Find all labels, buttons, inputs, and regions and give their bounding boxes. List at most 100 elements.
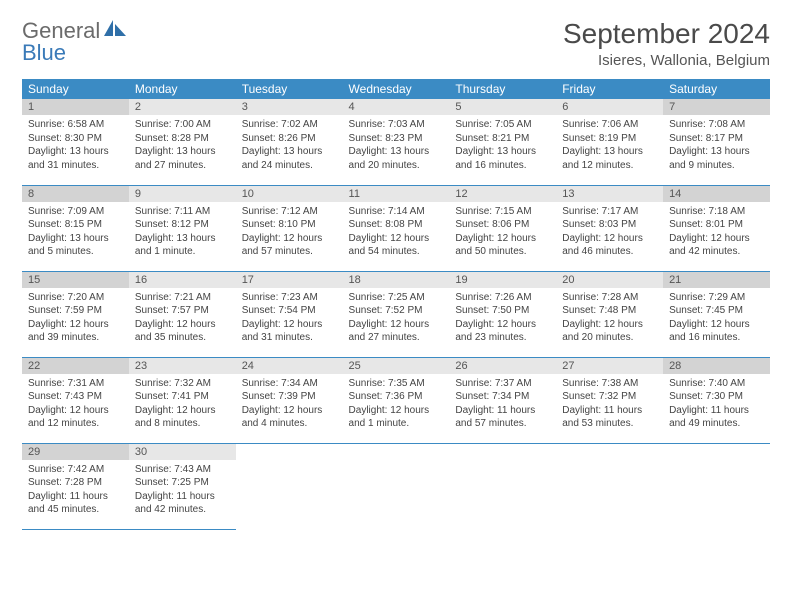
sunset-text: Sunset: 8:28 PM bbox=[135, 132, 230, 146]
daylight-text: Daylight: 12 hours and 46 minutes. bbox=[562, 232, 657, 259]
calendar-cell: 23 Sunrise: 7:32 AMSunset: 7:41 PMDayligh… bbox=[129, 357, 236, 443]
sunset-text: Sunset: 7:54 PM bbox=[242, 304, 337, 318]
daylight-text: Daylight: 13 hours and 31 minutes. bbox=[28, 145, 123, 172]
calendar-row: 22Sunrise: 7:31 AMSunset: 7:43 PMDayligh… bbox=[22, 357, 770, 443]
calendar-cell: 6Sunrise: 7:06 AMSunset: 8:19 PMDaylight… bbox=[556, 99, 663, 185]
sunrise-text: Sunrise: 7:20 AM bbox=[28, 291, 123, 305]
calendar-cell: 20Sunrise: 7:28 AMSunset: 7:48 PMDayligh… bbox=[556, 271, 663, 357]
day-number: 1 bbox=[22, 99, 129, 115]
daylight-text: Daylight: 13 hours and 20 minutes. bbox=[349, 145, 444, 172]
daylight-text: Daylight: 12 hours and 8 minutes. bbox=[135, 404, 230, 431]
sunset-text: Sunset: 8:21 PM bbox=[455, 132, 550, 146]
day-content: Sunrise: 7:18 AMSunset: 8:01 PMDaylight:… bbox=[663, 202, 770, 263]
sunset-text: Sunset: 7:25 PM bbox=[135, 476, 230, 490]
calendar-cell bbox=[663, 443, 770, 529]
sunset-text: Sunset: 7:52 PM bbox=[349, 304, 444, 318]
daylight-text: Daylight: 12 hours and 35 minutes. bbox=[135, 318, 230, 345]
calendar-cell: 11Sunrise: 7:14 AMSunset: 8:08 PMDayligh… bbox=[343, 185, 450, 271]
sunrise-text: Sunrise: 7:38 AM bbox=[562, 377, 657, 391]
daylight-text: Daylight: 12 hours and 12 minutes. bbox=[28, 404, 123, 431]
header: General September 2024 Isieres, Wallonia… bbox=[22, 18, 770, 69]
dayheader-wed: Wednesday bbox=[343, 79, 450, 99]
day-number: 13 bbox=[556, 186, 663, 202]
day-content: Sunrise: 7:12 AMSunset: 8:10 PMDaylight:… bbox=[236, 202, 343, 263]
sunrise-text: Sunrise: 6:58 AM bbox=[28, 118, 123, 132]
sunset-text: Sunset: 7:45 PM bbox=[669, 304, 764, 318]
day-header-row: Sunday Monday Tuesday Wednesday Thursday… bbox=[22, 79, 770, 99]
calendar-cell bbox=[449, 443, 556, 529]
day-content: Sunrise: 7:11 AMSunset: 8:12 PMDaylight:… bbox=[129, 202, 236, 263]
sunrise-text: Sunrise: 7:32 AM bbox=[135, 377, 230, 391]
day-number: 26 bbox=[449, 358, 556, 374]
day-content: Sunrise: 7:08 AMSunset: 8:17 PMDaylight:… bbox=[663, 115, 770, 176]
day-content: Sunrise: 7:29 AMSunset: 7:45 PMDaylight:… bbox=[663, 288, 770, 349]
day-content: Sunrise: 7:17 AMSunset: 8:03 PMDaylight:… bbox=[556, 202, 663, 263]
daylight-text: Daylight: 11 hours and 53 minutes. bbox=[562, 404, 657, 431]
dayheader-sun: Sunday bbox=[22, 79, 129, 99]
calendar-cell: 27Sunrise: 7:38 AMSunset: 7:32 PMDayligh… bbox=[556, 357, 663, 443]
sunset-text: Sunset: 8:12 PM bbox=[135, 218, 230, 232]
day-number: 28 bbox=[663, 358, 770, 374]
sunset-text: Sunset: 7:41 PM bbox=[135, 390, 230, 404]
day-number: 27 bbox=[556, 358, 663, 374]
sunrise-text: Sunrise: 7:42 AM bbox=[28, 463, 123, 477]
sunrise-text: Sunrise: 7:23 AM bbox=[242, 291, 337, 305]
sunset-text: Sunset: 7:30 PM bbox=[669, 390, 764, 404]
dayheader-thu: Thursday bbox=[449, 79, 556, 99]
day-number: 3 bbox=[236, 99, 343, 115]
calendar-cell: 30Sunrise: 7:43 AMSunset: 7:25 PMDayligh… bbox=[129, 443, 236, 529]
day-content: Sunrise: 7:03 AMSunset: 8:23 PMDaylight:… bbox=[343, 115, 450, 176]
calendar-cell: 8Sunrise: 7:09 AMSunset: 8:15 PMDaylight… bbox=[22, 185, 129, 271]
day-content: Sunrise: 7:26 AMSunset: 7:50 PMDaylight:… bbox=[449, 288, 556, 349]
daylight-text: Daylight: 13 hours and 5 minutes. bbox=[28, 232, 123, 259]
day-content: Sunrise: 7:31 AMSunset: 7:43 PMDaylight:… bbox=[22, 374, 129, 435]
day-number: 21 bbox=[663, 272, 770, 288]
day-content: Sunrise: 7:00 AMSunset: 8:28 PMDaylight:… bbox=[129, 115, 236, 176]
sunrise-text: Sunrise: 7:05 AM bbox=[455, 118, 550, 132]
calendar-cell: 5 Sunrise: 7:05 AMSunset: 8:21 PMDaylight… bbox=[449, 99, 556, 185]
sunrise-text: Sunrise: 7:34 AM bbox=[242, 377, 337, 391]
sunrise-text: Sunrise: 7:37 AM bbox=[455, 377, 550, 391]
calendar-cell: 14Sunrise: 7:18 AMSunset: 8:01 PMDayligh… bbox=[663, 185, 770, 271]
day-number: 18 bbox=[343, 272, 450, 288]
day-number: 22 bbox=[22, 358, 129, 374]
day-number: 8 bbox=[22, 186, 129, 202]
day-content: Sunrise: 7:42 AMSunset: 7:28 PMDaylight:… bbox=[22, 460, 129, 521]
day-number: 20 bbox=[556, 272, 663, 288]
daylight-text: Daylight: 13 hours and 9 minutes. bbox=[669, 145, 764, 172]
day-number: 4 bbox=[343, 99, 450, 115]
brand-blue-wrap: Blue bbox=[22, 40, 66, 66]
calendar-cell: 29Sunrise: 7:42 AMSunset: 7:28 PMDayligh… bbox=[22, 443, 129, 529]
sunset-text: Sunset: 7:43 PM bbox=[28, 390, 123, 404]
sunset-text: Sunset: 8:06 PM bbox=[455, 218, 550, 232]
daylight-text: Daylight: 13 hours and 16 minutes. bbox=[455, 145, 550, 172]
calendar-cell: 7Sunrise: 7:08 AMSunset: 8:17 PMDaylight… bbox=[663, 99, 770, 185]
sunrise-text: Sunrise: 7:28 AM bbox=[562, 291, 657, 305]
sunset-text: Sunset: 7:39 PM bbox=[242, 390, 337, 404]
sunrise-text: Sunrise: 7:18 AM bbox=[669, 205, 764, 219]
calendar-cell: 21Sunrise: 7:29 AMSunset: 7:45 PMDayligh… bbox=[663, 271, 770, 357]
sunrise-text: Sunrise: 7:17 AM bbox=[562, 205, 657, 219]
month-title: September 2024 bbox=[563, 18, 770, 50]
day-number: 15 bbox=[22, 272, 129, 288]
daylight-text: Daylight: 12 hours and 23 minutes. bbox=[455, 318, 550, 345]
calendar-cell bbox=[556, 443, 663, 529]
daylight-text: Daylight: 12 hours and 16 minutes. bbox=[669, 318, 764, 345]
location-text: Isieres, Wallonia, Belgium bbox=[563, 52, 770, 69]
daylight-text: Daylight: 12 hours and 31 minutes. bbox=[242, 318, 337, 345]
day-number: 12 bbox=[449, 186, 556, 202]
brand-part2: Blue bbox=[22, 40, 66, 65]
sunrise-text: Sunrise: 7:40 AM bbox=[669, 377, 764, 391]
day-content: Sunrise: 7:06 AMSunset: 8:19 PMDaylight:… bbox=[556, 115, 663, 176]
sunset-text: Sunset: 7:50 PM bbox=[455, 304, 550, 318]
day-number: 5 bbox=[449, 99, 556, 115]
sunset-text: Sunset: 8:17 PM bbox=[669, 132, 764, 146]
day-number: 23 bbox=[129, 358, 236, 374]
calendar-cell: 22Sunrise: 7:31 AMSunset: 7:43 PMDayligh… bbox=[22, 357, 129, 443]
sunrise-text: Sunrise: 7:03 AM bbox=[349, 118, 444, 132]
calendar-body: 1Sunrise: 6:58 AMSunset: 8:30 PMDaylight… bbox=[22, 99, 770, 529]
day-number: 24 bbox=[236, 358, 343, 374]
daylight-text: Daylight: 13 hours and 1 minute. bbox=[135, 232, 230, 259]
day-content: Sunrise: 7:09 AMSunset: 8:15 PMDaylight:… bbox=[22, 202, 129, 263]
daylight-text: Daylight: 12 hours and 1 minute. bbox=[349, 404, 444, 431]
